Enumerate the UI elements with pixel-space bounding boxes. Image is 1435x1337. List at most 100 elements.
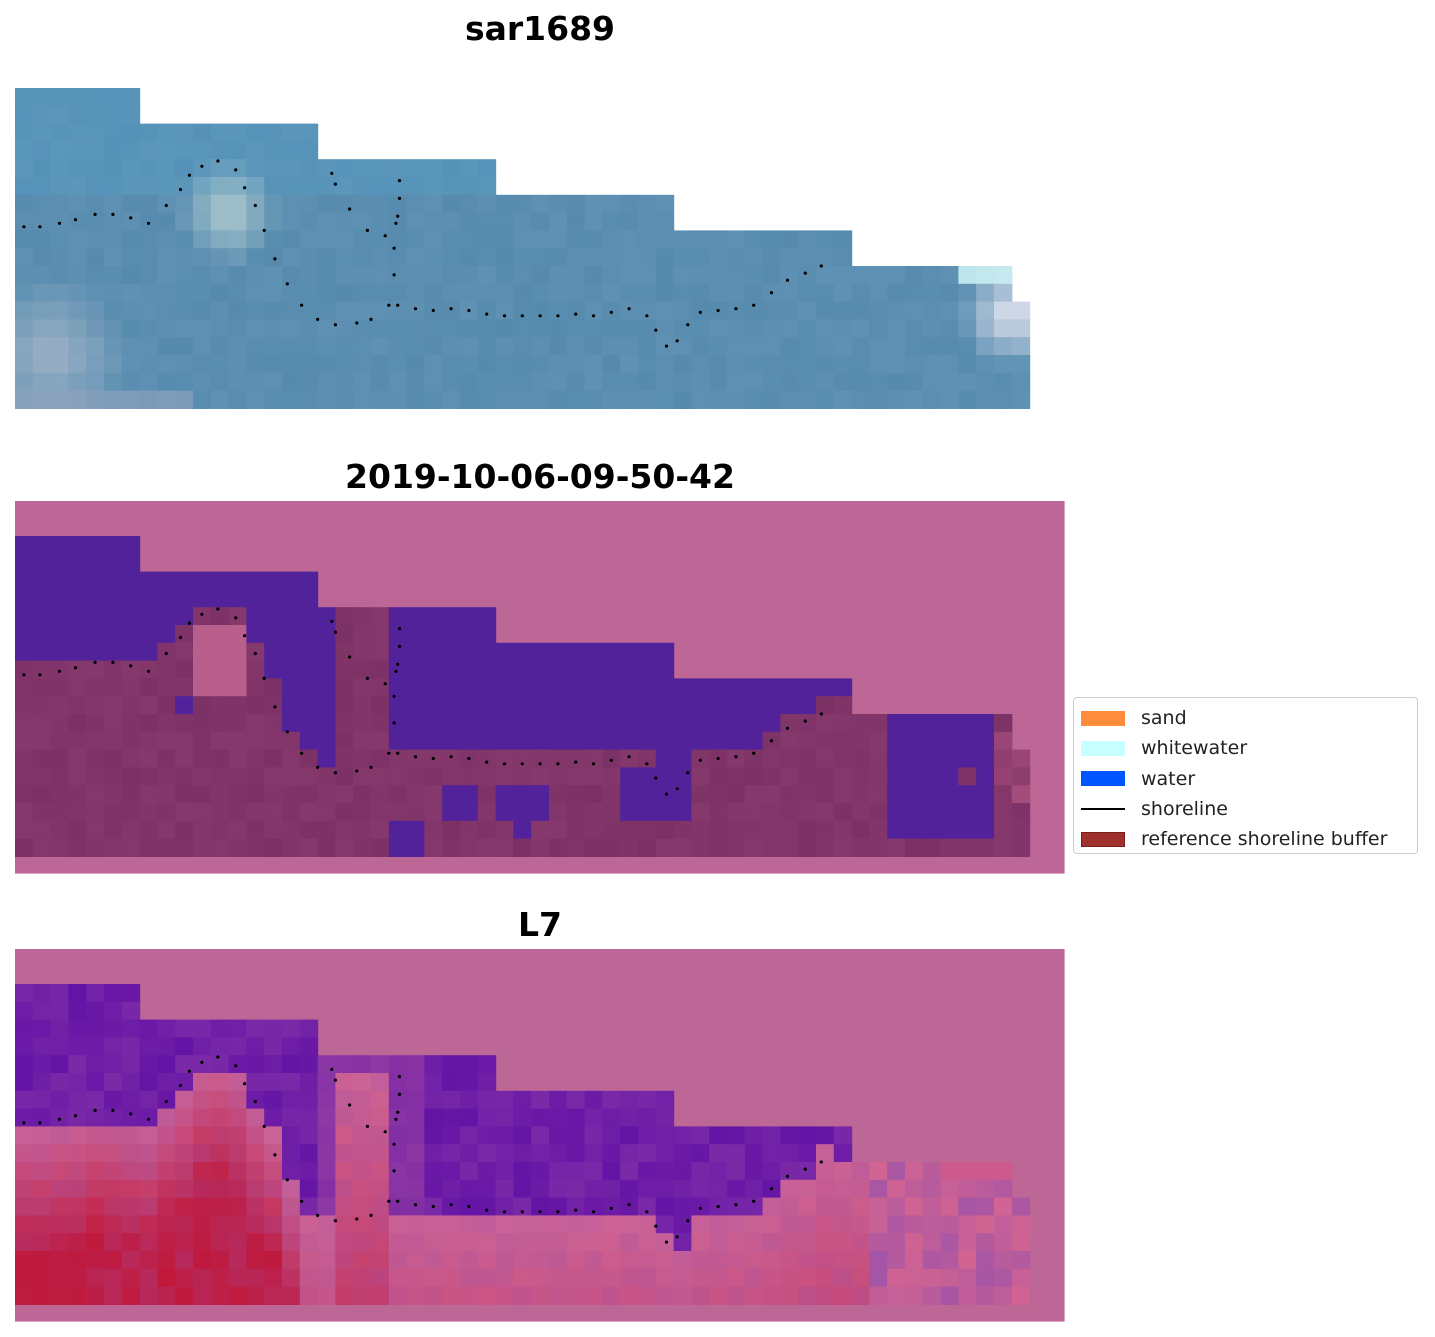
index-pixel [513,1090,532,1110]
sar-pixel [175,337,194,356]
sar-pixel [282,355,301,374]
water-pixel [424,678,443,697]
shoreline-point [22,225,26,229]
index-pixel [371,1233,390,1252]
index-pixel [388,1162,408,1181]
sar-pixel [371,301,390,320]
land-pixel [994,749,1013,768]
sar-pixel [584,390,603,409]
sar-pixel [566,212,586,231]
index-pixel [744,1126,764,1145]
water-pixel [264,660,283,679]
land-pixel [228,785,247,804]
sar-pixel [477,212,497,231]
index-pixel [727,1179,746,1199]
index-pixel [317,1144,336,1163]
shoreline-point [654,1224,658,1228]
land-pixel [371,696,390,715]
index-pixel [68,1179,87,1199]
water-pixel [282,607,301,626]
sar-pixel [157,248,176,267]
shoreline-point [73,666,78,670]
index-pixel [15,1162,34,1181]
shoreline-point [394,221,398,225]
index-pixel [335,1090,354,1110]
index-pixel [495,1126,514,1145]
land-pixel [353,749,372,768]
index-pixel [50,1055,69,1074]
land-pixel [50,838,69,857]
land-pixel [228,714,247,733]
index-pixel [15,1019,34,1038]
index-pixel [905,1179,924,1199]
sar-pixel [50,194,69,214]
land-pixel [228,696,247,715]
sar-pixel [602,212,621,231]
shoreline-point [365,1124,369,1128]
index-pixel [460,1286,479,1305]
index-pixel [388,1179,408,1199]
sar-pixel [104,159,123,178]
water-pixel [424,714,443,733]
land-pixel [282,785,301,804]
index-pixel [50,1037,69,1056]
water-pixel [638,660,657,679]
index-pixel [531,1215,550,1234]
sar-pixel [157,390,176,409]
land-pixel [851,767,870,786]
index-pixel [15,1233,34,1252]
land-pixel [157,660,176,679]
sar-pixel [691,390,710,409]
sar-pixel [353,212,372,231]
index-pixel [50,1162,69,1181]
water-pixel [744,696,764,715]
sar-pixel [833,390,853,409]
index-pixel [442,1179,461,1199]
land-pixel [869,714,888,733]
index-pixel [727,1126,746,1145]
water-pixel [513,820,532,840]
water-pixel [566,714,586,733]
land-pixel [762,803,781,822]
sar-pixel [905,319,924,338]
sar-pixel [406,212,425,231]
water-pixel [104,553,123,573]
index-pixel [727,1144,746,1163]
sar-pixel [922,372,942,392]
index-pixel [228,1251,247,1270]
index-pixel [655,1090,675,1110]
index-pixel [32,1251,52,1270]
water-pixel [68,642,87,662]
index-pixel [157,1268,176,1288]
shoreline-point [234,616,238,620]
sar-pixel [851,355,870,374]
index-pixel [353,1090,372,1110]
index-pixel [584,1197,603,1216]
sar-pixel [299,301,319,320]
index-pixel [371,1108,390,1127]
sar-pixel [317,283,336,303]
sar-pixel [709,283,728,303]
sar-pixel [193,319,212,338]
water-pixel [442,660,461,679]
index-pixel [371,1251,390,1270]
land-pixel [264,838,283,857]
sar-pixel [371,212,390,231]
water-pixel [566,678,586,697]
sar-pixel [816,230,835,249]
water-pixel [584,660,603,679]
sar-pixel [940,301,959,320]
sar-pixel [15,230,34,249]
land-pixel [994,731,1013,751]
index-pixel [709,1268,728,1288]
legend-item-sand: sand [1074,703,1417,733]
index-pixel [353,1179,372,1199]
index-pixel [709,1286,728,1305]
land-pixel [602,838,621,857]
index-pixel [86,1055,105,1074]
water-pixel [531,642,550,662]
index-pixel [335,1108,354,1127]
land-pixel [406,803,425,822]
index-pixel [50,1286,69,1305]
index-pixel [32,1215,52,1234]
